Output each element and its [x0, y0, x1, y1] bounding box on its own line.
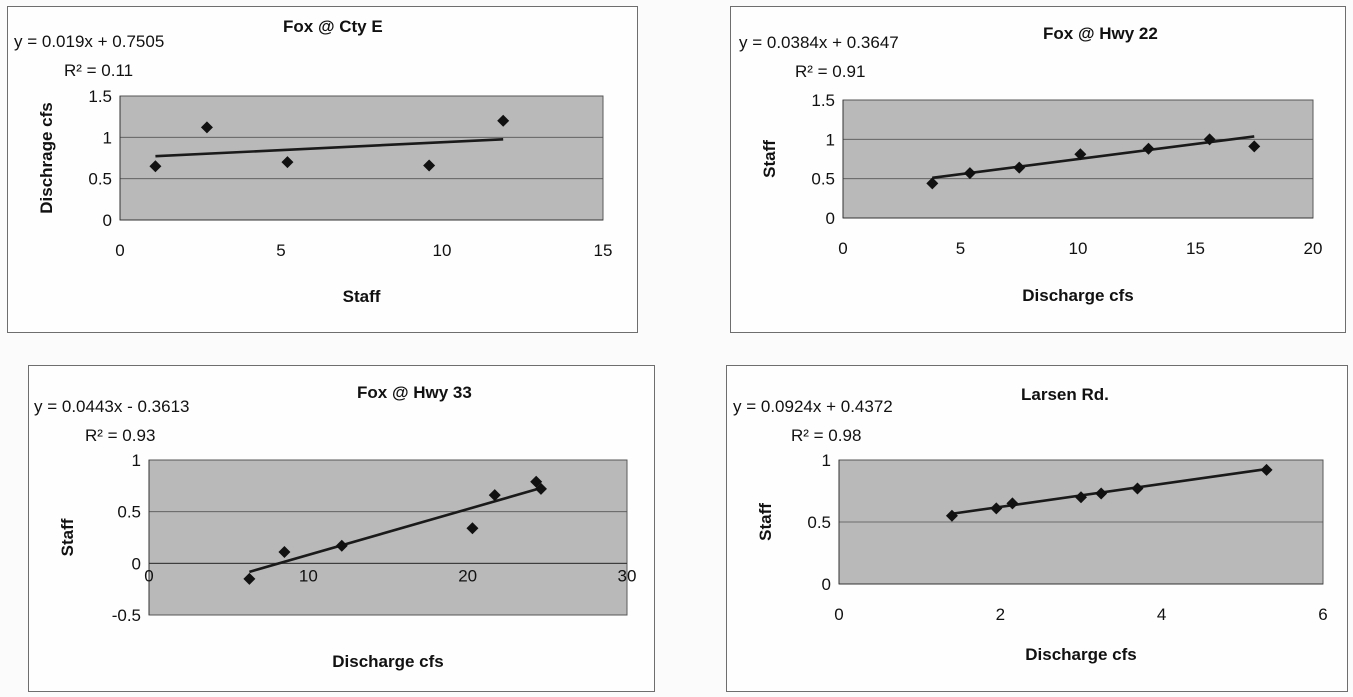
data-point — [1260, 463, 1273, 476]
x-axis-label: Staff — [343, 287, 381, 306]
y-tick-label: 0.5 — [811, 170, 835, 189]
y-tick-label: 0.5 — [807, 513, 831, 532]
y-tick-label: 1 — [826, 130, 835, 149]
r-squared-label: R² = 0.93 — [85, 426, 155, 445]
x-tick-label: 0 — [144, 566, 153, 585]
x-tick-label: 30 — [618, 566, 637, 585]
data-point — [990, 502, 1003, 515]
y-tick-label: 1 — [103, 128, 112, 147]
data-point — [530, 475, 543, 488]
data-point — [926, 177, 939, 190]
x-tick-label: 10 — [299, 566, 318, 585]
y-tick-label: 1.5 — [811, 91, 835, 110]
data-point — [281, 156, 294, 169]
chart-title: Fox @ Hwy 33 — [357, 383, 472, 402]
x-tick-label: 5 — [956, 239, 965, 258]
data-point — [1248, 140, 1261, 153]
data-point — [488, 489, 501, 502]
y-tick-label: 0 — [822, 575, 831, 594]
trendline — [249, 486, 542, 574]
r-squared-label: R² = 0.11 — [64, 61, 133, 80]
data-point — [243, 572, 256, 585]
data-point — [1013, 161, 1026, 174]
y-tick-label: 1.5 — [88, 87, 112, 106]
plot-area — [119, 95, 604, 221]
x-tick-label: 4 — [1157, 605, 1166, 624]
x-axis-label: Discharge cfs — [1025, 645, 1137, 664]
y-tick-label: 0 — [132, 554, 141, 573]
trendline-equation: y = 0.0924x + 0.4372 — [733, 397, 893, 416]
x-axis-label: Discharge cfs — [332, 652, 444, 671]
x-tick-label: 6 — [1318, 605, 1327, 624]
trendline — [155, 137, 504, 158]
data-point — [149, 160, 162, 173]
data-point — [278, 545, 291, 558]
x-tick-label: 2 — [996, 605, 1005, 624]
x-tick-label: 0 — [834, 605, 843, 624]
y-axis-label: Staff — [760, 140, 779, 178]
data-point — [1142, 142, 1155, 155]
r-squared-label: R² = 0.91 — [795, 62, 865, 81]
x-tick-label: 15 — [1186, 239, 1205, 258]
trendline — [932, 135, 1255, 180]
data-point — [335, 539, 348, 552]
y-axis-label: Staff — [756, 503, 775, 541]
chart-panel-fox-hwy-33: -0.5 0 0.5 1 0 10 20 30 Fox @ Hwy 33 y = 0.0443x … — [28, 365, 655, 692]
trendline-equation: y = 0.019x + 0.7505 — [14, 32, 164, 51]
r-squared-label: R² = 0.98 — [791, 426, 861, 445]
y-tick-label: 0 — [826, 209, 835, 228]
x-tick-label: 0 — [838, 239, 847, 258]
chart-title: Fox @ Cty E — [283, 17, 383, 36]
chart-svg: 0 0.5 1 0 2 4 6 Larsen Rd. y = 0.0924x + 0.4372 R… — [733, 385, 1328, 664]
chart-title: Fox @ Hwy 22 — [1043, 24, 1158, 43]
data-point — [423, 159, 436, 172]
x-tick-label: 15 — [594, 241, 613, 260]
data-point — [1203, 133, 1216, 146]
chart-svg: 0 0.5 1 1.5 0 5 10 15 20 Fox @ Hwy 22 y = 0.0384x … — [739, 24, 1323, 305]
data-point — [466, 522, 479, 535]
x-tick-label: 20 — [1304, 239, 1323, 258]
data-point — [945, 509, 958, 522]
x-tick-label: 5 — [276, 241, 285, 260]
trendline — [951, 467, 1267, 516]
y-tick-label: -0.5 — [112, 606, 141, 625]
data-point — [1095, 487, 1108, 500]
x-tick-label: 10 — [433, 241, 452, 260]
y-tick-label: 0.5 — [117, 503, 141, 522]
data-point — [497, 114, 510, 127]
data-point — [1074, 148, 1087, 161]
data-point — [200, 121, 213, 134]
chart-svg: 0 0.5 1 1.5 0 5 10 15 Fox @ Cty E y = 0.019x + 0.… — [14, 17, 613, 306]
y-axis-label: Dischrage cfs — [37, 102, 56, 214]
x-tick-label: 10 — [1069, 239, 1088, 258]
y-tick-label: 1 — [822, 451, 831, 470]
y-tick-label: 0.5 — [88, 170, 112, 189]
chart-panel-fox-hwy-22: 0 0.5 1 1.5 0 5 10 15 20 Fox @ Hwy 22 y = 0.0384x … — [730, 6, 1346, 333]
chart-panel-larsen-rd: 0 0.5 1 0 2 4 6 Larsen Rd. y = 0.0924x + 0.4372 R… — [726, 365, 1348, 692]
data-point — [963, 167, 976, 180]
y-tick-label: 0 — [103, 211, 112, 230]
x-tick-label: 20 — [458, 566, 477, 585]
trendline-equation: y = 0.0443x - 0.3613 — [34, 397, 189, 416]
data-point — [1006, 497, 1019, 510]
y-tick-label: 1 — [132, 451, 141, 470]
y-axis-label: Staff — [58, 518, 77, 556]
trendline-equation: y = 0.0384x + 0.3647 — [739, 33, 899, 52]
plot-area — [148, 459, 628, 616]
chart-panel-fox-cty-e: 0 0.5 1 1.5 0 5 10 15 Fox @ Cty E y = 0.019x + 0.… — [7, 6, 638, 333]
x-tick-label: 0 — [115, 241, 124, 260]
x-axis-label: Discharge cfs — [1022, 286, 1134, 305]
data-point — [534, 482, 547, 495]
data-point — [1075, 491, 1087, 504]
chart-title: Larsen Rd. — [1021, 385, 1109, 404]
